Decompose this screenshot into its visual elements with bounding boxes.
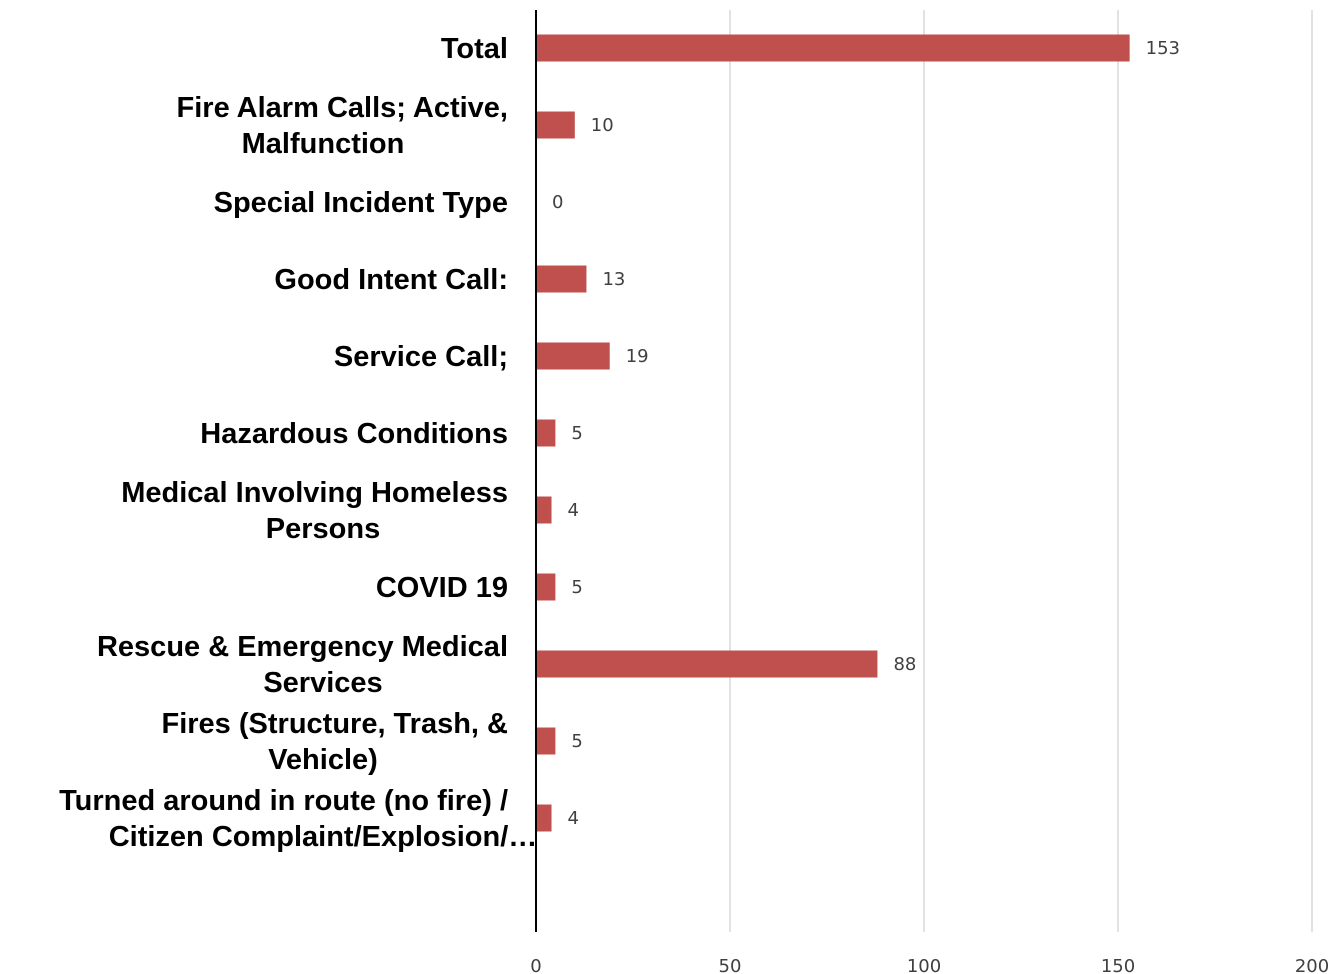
bar [536,573,556,601]
data-label: 0 [552,192,563,213]
bar [536,804,552,832]
category-label: Citizen Complaint/Explosion/… [109,821,538,853]
bar [536,419,556,447]
category-label: Fires (Structure, Trash, & [162,708,509,740]
data-label: 153 [1146,38,1180,59]
category-label: Vehicle) [268,744,378,776]
category-label: Good Intent Call: [274,264,508,296]
x-tick-label: 100 [907,956,941,974]
category-label: Rescue & Emergency Medical [97,631,508,663]
category-label: Service Call; [334,341,508,373]
data-label: 5 [571,577,582,598]
data-label: 4 [568,808,579,829]
data-label: 88 [893,654,916,675]
data-label: 4 [568,500,579,521]
bar [536,34,1130,62]
category-labels: Total Fire Alarm Calls; Active, Malfunctio… [59,33,537,853]
x-tick-label: 50 [719,956,742,974]
data-label: 5 [571,423,582,444]
grid-lines [729,10,1313,932]
value-labels: 153 10 0 13 19 5 4 5 88 5 4 [552,38,1180,829]
data-label: 10 [591,115,614,136]
bar [536,727,556,755]
x-tick-label: 0 [530,956,541,974]
category-label: Services [263,667,382,699]
category-label: COVID 19 [376,572,508,604]
data-label: 13 [602,269,625,290]
category-label: Persons [266,513,380,545]
x-tick-label: 150 [1101,956,1135,974]
bar [536,342,610,370]
data-label: 5 [571,731,582,752]
category-label: Medical Involving Homeless [121,477,508,509]
bar [536,650,878,678]
bar [536,111,575,139]
category-label: Hazardous Conditions [200,418,508,450]
category-label: Fire Alarm Calls; Active, [177,92,508,124]
bars [536,34,1130,832]
category-label: Special Incident Type [214,187,508,219]
x-axis-ticks: 0 50 100 150 200 [530,956,1329,974]
category-label: Malfunction [242,128,405,160]
bar [536,496,552,524]
bar [536,265,587,293]
data-label: 19 [626,346,649,367]
category-label: Turned around in route (no fire) / [59,785,508,817]
x-tick-label: 200 [1295,956,1329,974]
category-label: Total [441,33,508,65]
